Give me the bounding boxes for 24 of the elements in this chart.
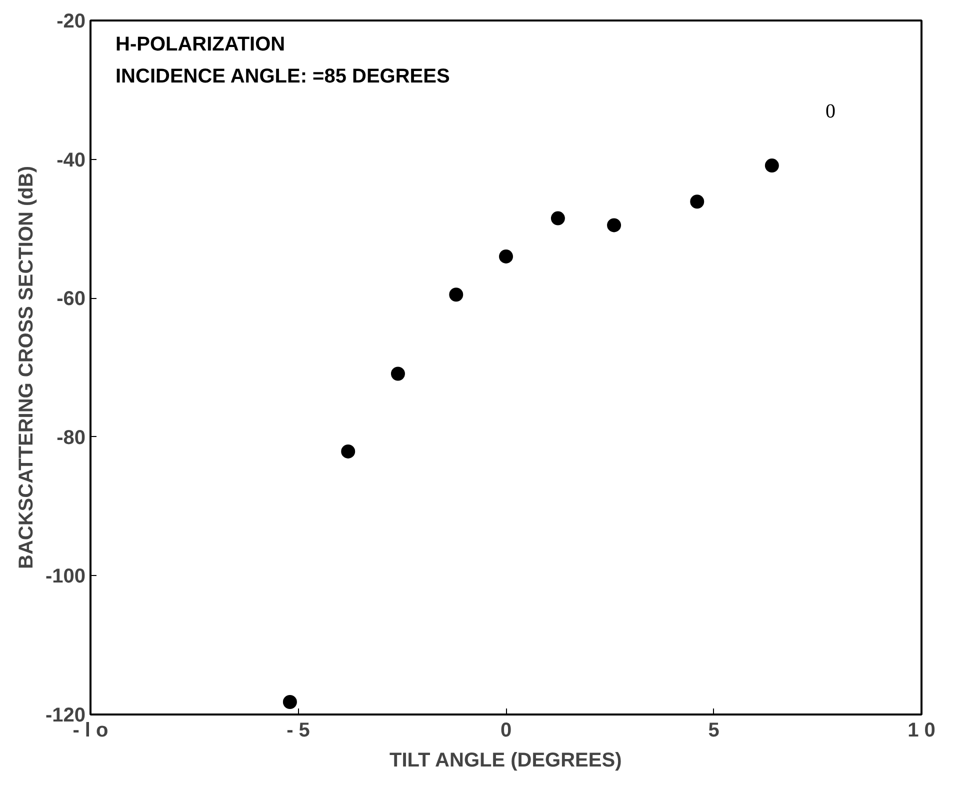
x-tick-label: 1 0: [908, 720, 936, 742]
x-tick-label: 0: [500, 720, 512, 742]
y-tick-label: -80: [56, 426, 86, 449]
x-axis-title: TILT ANGLE (DEGREES): [390, 750, 622, 772]
text: INCIDENCE ANGLE: =85 DEGREES: [116, 66, 450, 88]
annotation: 0: [826, 100, 836, 122]
x-tick-label: - 5: [286, 720, 310, 742]
y-tick-label: -60: [56, 288, 86, 310]
point: [341, 444, 356, 458]
point: [764, 158, 779, 173]
point: [390, 366, 405, 381]
x-tick-label: 5: [708, 720, 720, 742]
y-tick-label: -40: [56, 149, 86, 172]
y-tick-label: -120: [45, 704, 86, 726]
y-tick-label: -100: [45, 566, 86, 588]
y-tick-label: -20: [56, 10, 86, 32]
text: H-POLARIZATION: [116, 34, 286, 56]
point: [550, 211, 565, 226]
point: [607, 218, 622, 232]
y-axis-title: BACKSCATTERING CROSS SECTION (dB): [15, 166, 38, 569]
point: [282, 695, 297, 709]
point: [690, 194, 704, 209]
point: [449, 288, 464, 302]
point: [499, 249, 513, 264]
